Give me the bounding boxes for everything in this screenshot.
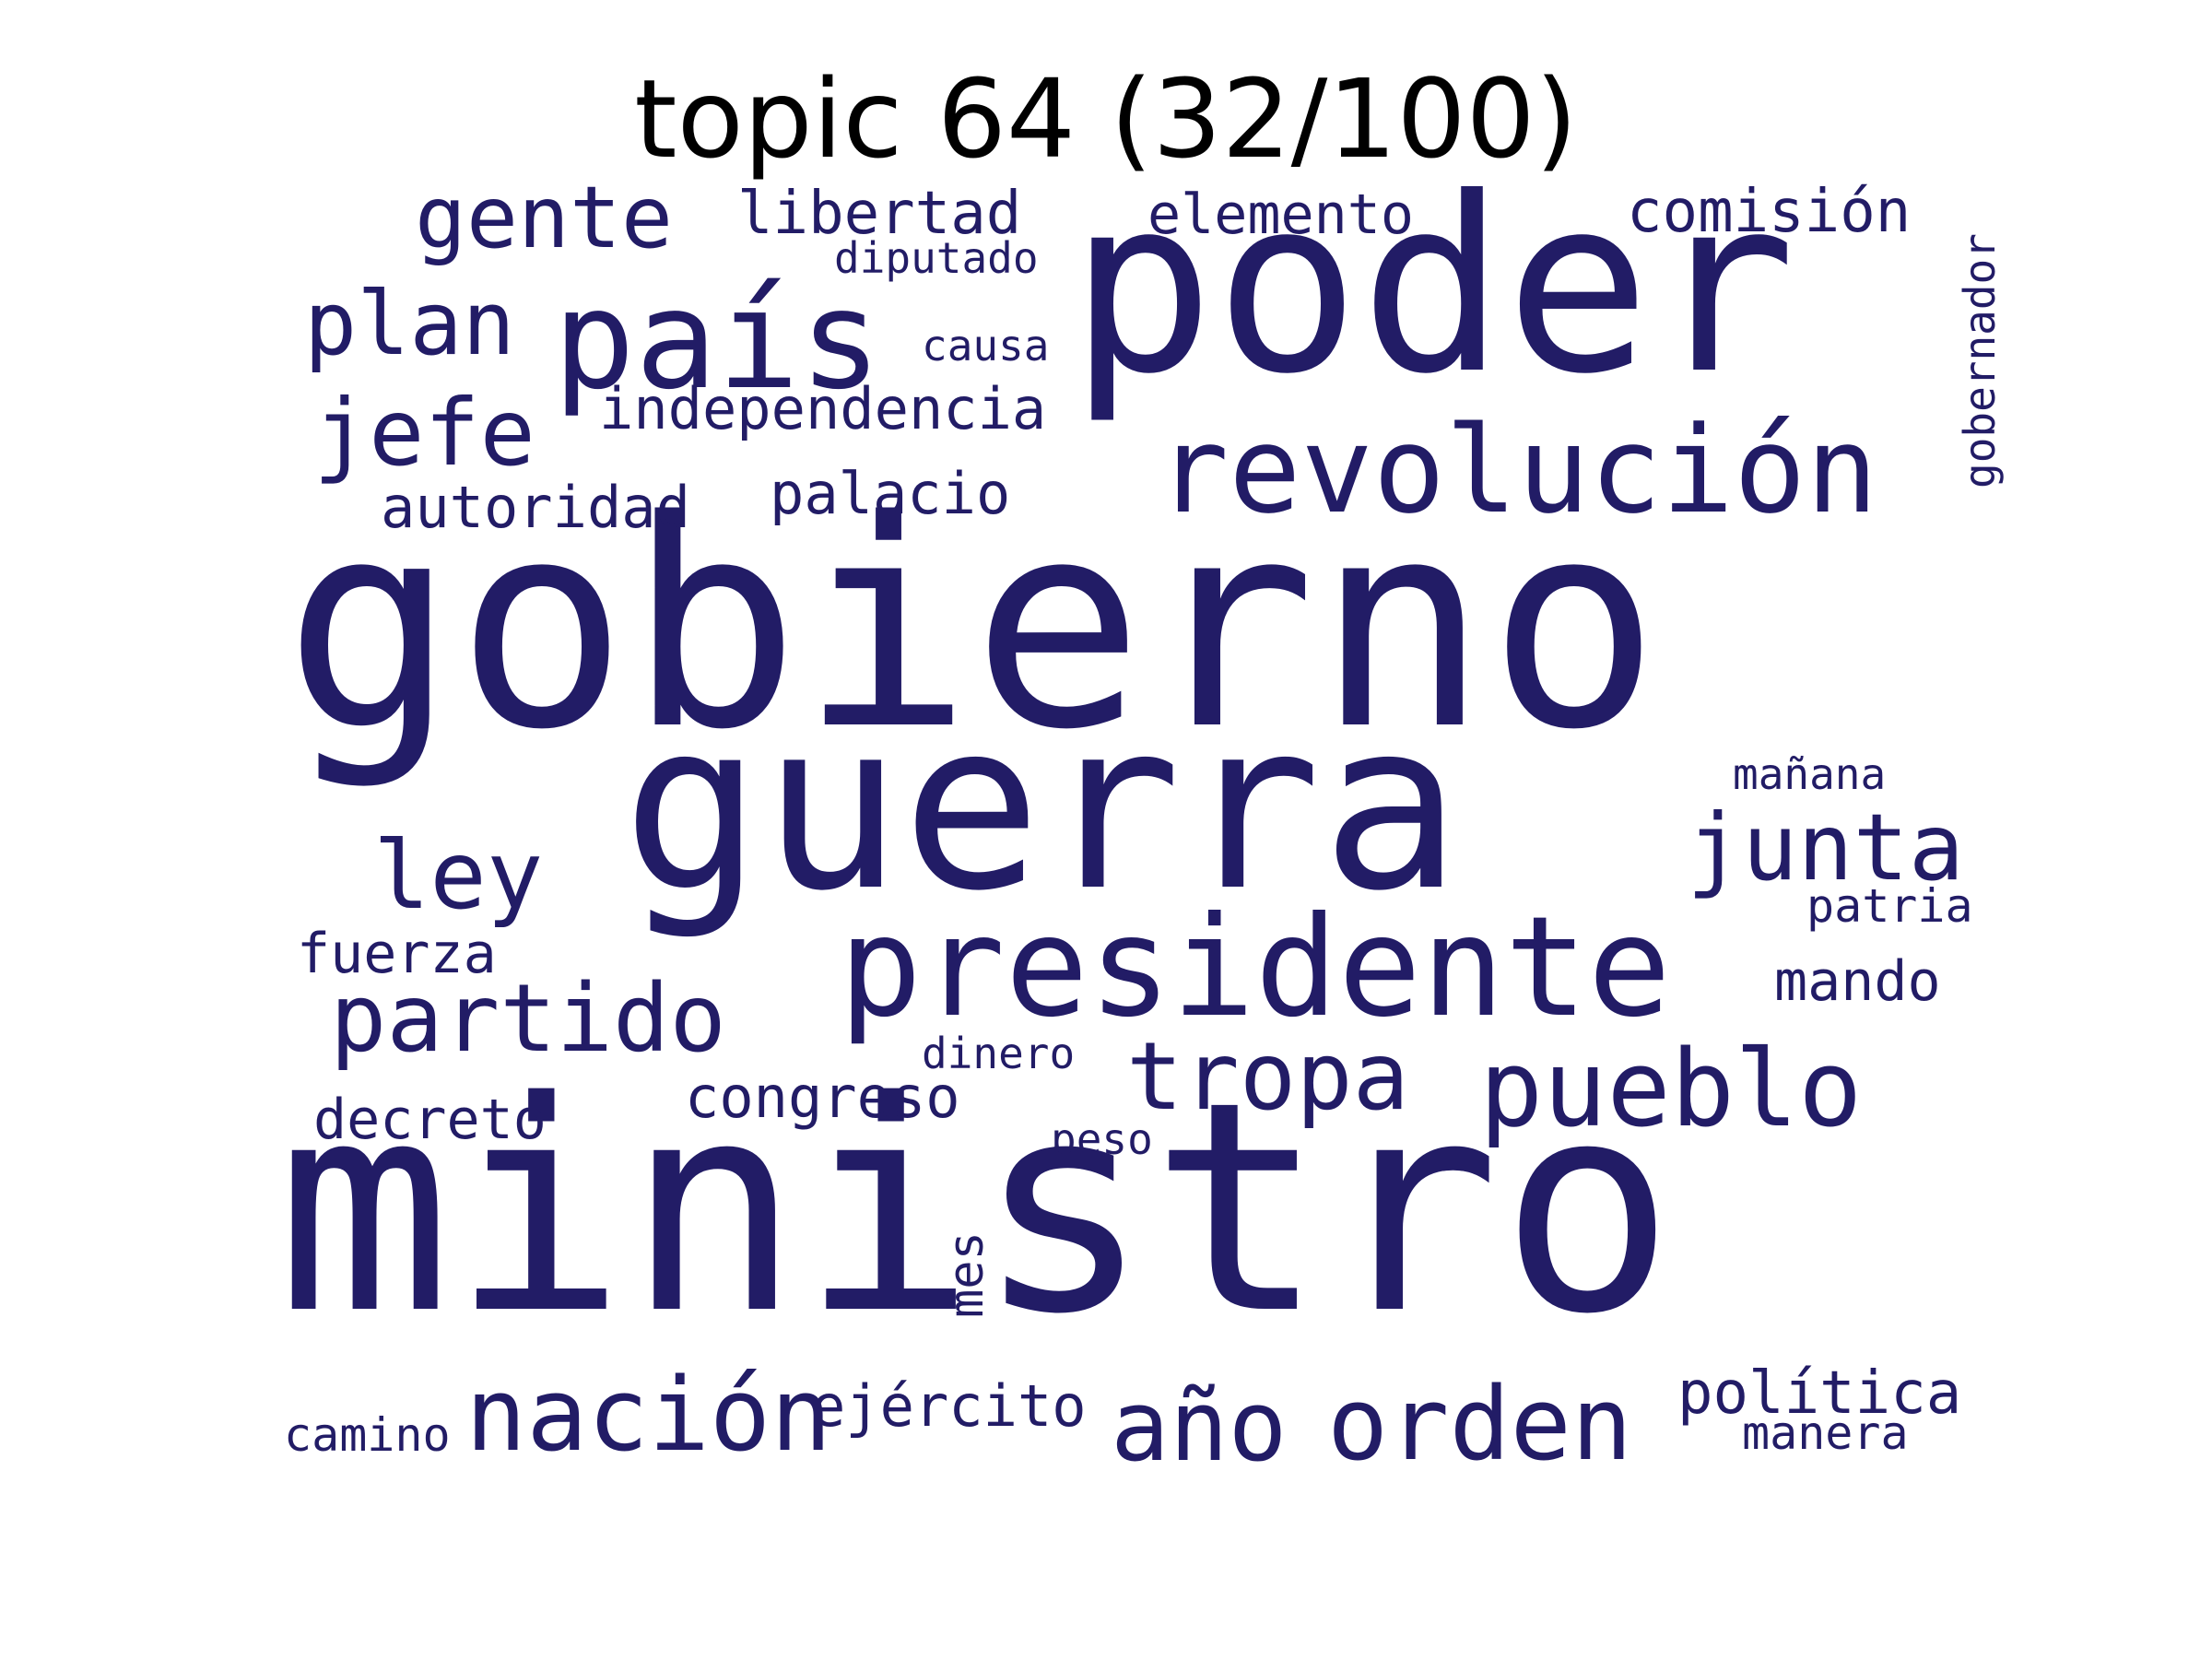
word-independencia: independencia [599,375,1047,442]
word-libertad: libertad [737,180,1022,248]
word-gente: gente [415,168,673,267]
word-mes: mes [939,1231,994,1318]
word-pueblo: pueblo [1479,1028,1863,1151]
word-autoridad: autoridad [381,474,690,541]
word-guerra: guerra [622,672,1462,942]
chart-title: topic 64 (32/100) [634,55,1578,182]
word-revolucion: revolución [1157,400,1878,540]
word-presidente: presidente [839,888,1672,1048]
word-dinero: dinero [922,1029,1076,1078]
word-ano: año [1111,1370,1288,1483]
word-partido: partido [330,964,726,1074]
word-ley: ley [373,821,544,931]
word-manana: mañana [1733,749,1887,799]
word-congreso: congreso [685,1064,960,1131]
word-pais: país [553,261,882,419]
word-ministro: ministro [276,1041,1676,1378]
word-nacion: nación [465,1356,832,1474]
word-politica: política [1677,1359,1962,1428]
word-diputado: diputado [834,233,1039,283]
word-elemento: elemento [1147,182,1414,247]
word-decreto: decreto [313,1088,547,1152]
word-gobernador: gobernador [1955,233,2005,488]
word-gobierno: gobierno [284,460,1661,793]
word-causa: causa [922,321,1050,371]
word-jefe: jefe [313,379,535,487]
word-camino: camino [284,1408,451,1462]
word-plan: plan [304,274,515,375]
word-orden: orden [1327,1365,1633,1483]
word-junta: junta [1687,794,1965,901]
word-peso: peso [1051,1114,1153,1164]
word-ejercito: ejército [811,1372,1087,1440]
word-palacio: palacio [770,460,1011,527]
word-manera: manera [1742,1406,1909,1460]
word-patria: patria [1806,879,1973,933]
word-comision: comisión [1627,178,1912,246]
word-fuerza: fuerza [297,922,497,986]
word-mando: mando [1774,949,1941,1014]
word-tropa: tropa [1126,1022,1410,1132]
word-poder: poder [1069,146,1796,427]
